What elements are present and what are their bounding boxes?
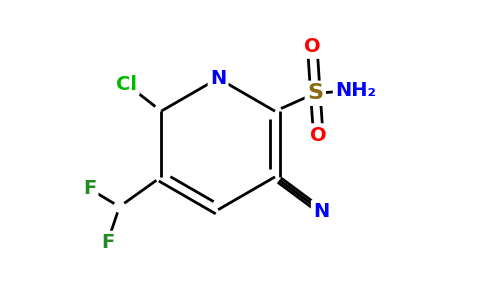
Text: F: F [101,233,114,252]
Text: Cl: Cl [116,75,137,94]
Text: N: N [210,69,226,88]
Text: S: S [307,83,323,103]
Text: O: O [304,38,320,56]
Text: NH₂: NH₂ [335,81,376,100]
Text: F: F [83,179,96,198]
Text: N: N [313,202,330,221]
Text: O: O [310,126,327,145]
